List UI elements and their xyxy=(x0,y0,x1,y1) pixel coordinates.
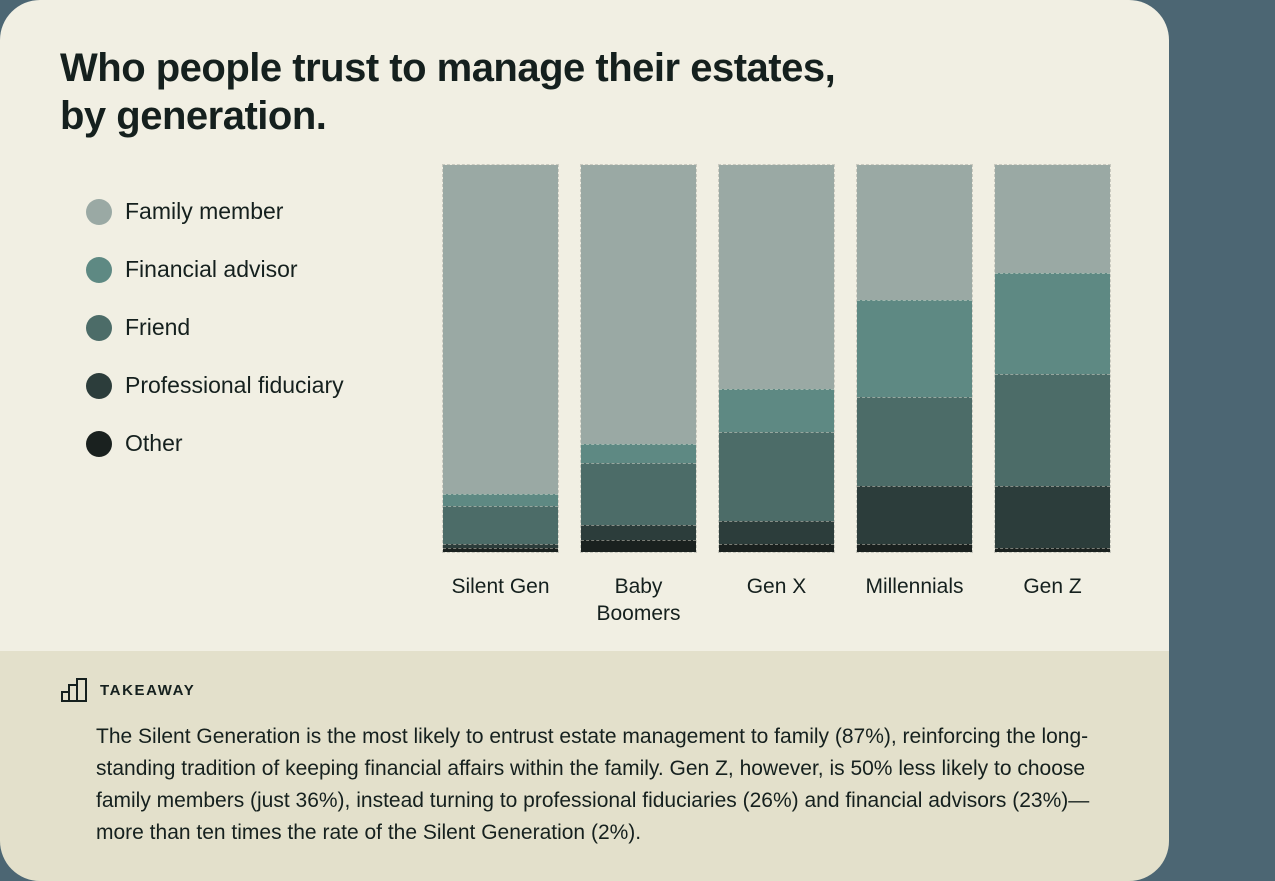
legend-item-other: Other xyxy=(86,430,344,457)
legend-label: Professional fiduciary xyxy=(125,372,344,398)
legend-label: Financial advisor xyxy=(125,256,298,282)
bar-segment-professional-fiduciary xyxy=(857,486,972,545)
bar-segment-family-member xyxy=(995,165,1110,274)
bar-category-label: Silent Gen xyxy=(451,575,550,598)
bar-segment-financial-advisor xyxy=(995,273,1110,374)
bar-segment-financial-advisor xyxy=(719,389,834,433)
legend-label: Other xyxy=(125,430,183,456)
legend-item-friend: Friend xyxy=(86,314,344,341)
bar-stack xyxy=(718,164,835,553)
bar-segment-professional-fiduciary xyxy=(995,486,1110,549)
bar-segment-family-member xyxy=(581,165,696,444)
chart-section: Who people trust to manage their estates… xyxy=(0,0,1169,651)
bar-column-baby-boomers: Baby Boomers xyxy=(580,164,697,627)
bar-segment-other xyxy=(857,544,972,552)
legend-swatch-icon xyxy=(86,256,112,283)
bar-segment-financial-advisor xyxy=(443,493,558,506)
bar-column-gen-z: Gen Z xyxy=(994,164,1111,627)
bar-chart-icon xyxy=(61,678,87,702)
bar-column-millennials: Millennials xyxy=(856,164,973,627)
legend-swatch-icon xyxy=(86,198,112,225)
bar-stack xyxy=(442,164,559,553)
legend-swatch-icon xyxy=(86,314,112,341)
bar-segment-other xyxy=(581,540,696,552)
bar-stack xyxy=(580,164,697,553)
bar-segment-family-member xyxy=(443,165,558,494)
bar-segment-professional-fiduciary xyxy=(581,524,696,541)
takeaway-section: TAKEAWAY The Silent Generation is the mo… xyxy=(0,651,1169,881)
bar-segment-friend xyxy=(995,373,1110,487)
bar-stack xyxy=(994,164,1111,553)
bar-segment-other xyxy=(443,548,558,552)
legend-label: Family member xyxy=(125,198,284,224)
bar-chart: Silent Gen Baby Boomers Gen X Millennials Ge… xyxy=(442,164,1111,627)
page-title: Who people trust to manage their estates… xyxy=(60,44,836,140)
bar-segment-professional-fiduciary xyxy=(719,521,834,545)
legend: Family member Financial advisor Friend Prof… xyxy=(86,198,344,457)
legend-swatch-icon xyxy=(86,430,112,457)
legend-item-financial-advisor: Financial advisor xyxy=(86,256,344,283)
bar-segment-friend xyxy=(443,505,558,545)
page-title-line2: by generation. xyxy=(60,94,327,138)
bar-segment-family-member xyxy=(719,165,834,390)
legend-item-family-member: Family member xyxy=(86,198,344,225)
legend-item-professional-fiduciary: Professional fiduciary xyxy=(86,372,344,399)
takeaway-header: TAKEAWAY xyxy=(60,676,1109,705)
takeaway-text: The Silent Generation is the most likely… xyxy=(96,725,1090,844)
bar-category-label: Gen Z xyxy=(1023,575,1082,598)
page-title-line1: Who people trust to manage their estates… xyxy=(60,46,836,90)
bar-column-silent-gen: Silent Gen xyxy=(442,164,559,627)
bar-segment-financial-advisor xyxy=(857,300,972,398)
bar-category-label: Baby Boomers xyxy=(596,575,681,625)
legend-swatch-icon xyxy=(86,372,112,399)
bar-segment-friend xyxy=(719,432,834,522)
bar-category-label: Gen X xyxy=(746,575,807,598)
takeaway-label: TAKEAWAY xyxy=(100,682,196,699)
legend-label: Friend xyxy=(125,314,191,340)
bar-segment-family-member xyxy=(857,165,972,301)
bar-segment-other xyxy=(719,544,834,552)
bar-stack xyxy=(856,164,973,553)
bar-segment-professional-fiduciary xyxy=(443,544,558,549)
bar-category-label: Millennials xyxy=(865,575,964,598)
infographic-card: Who people trust to manage their estates… xyxy=(0,0,1169,881)
bar-segment-friend xyxy=(581,462,696,525)
bar-column-gen-x: Gen X xyxy=(718,164,835,627)
bar-segment-friend xyxy=(857,397,972,487)
bar-segment-other xyxy=(995,548,1110,552)
bar-segment-financial-advisor xyxy=(581,443,696,463)
